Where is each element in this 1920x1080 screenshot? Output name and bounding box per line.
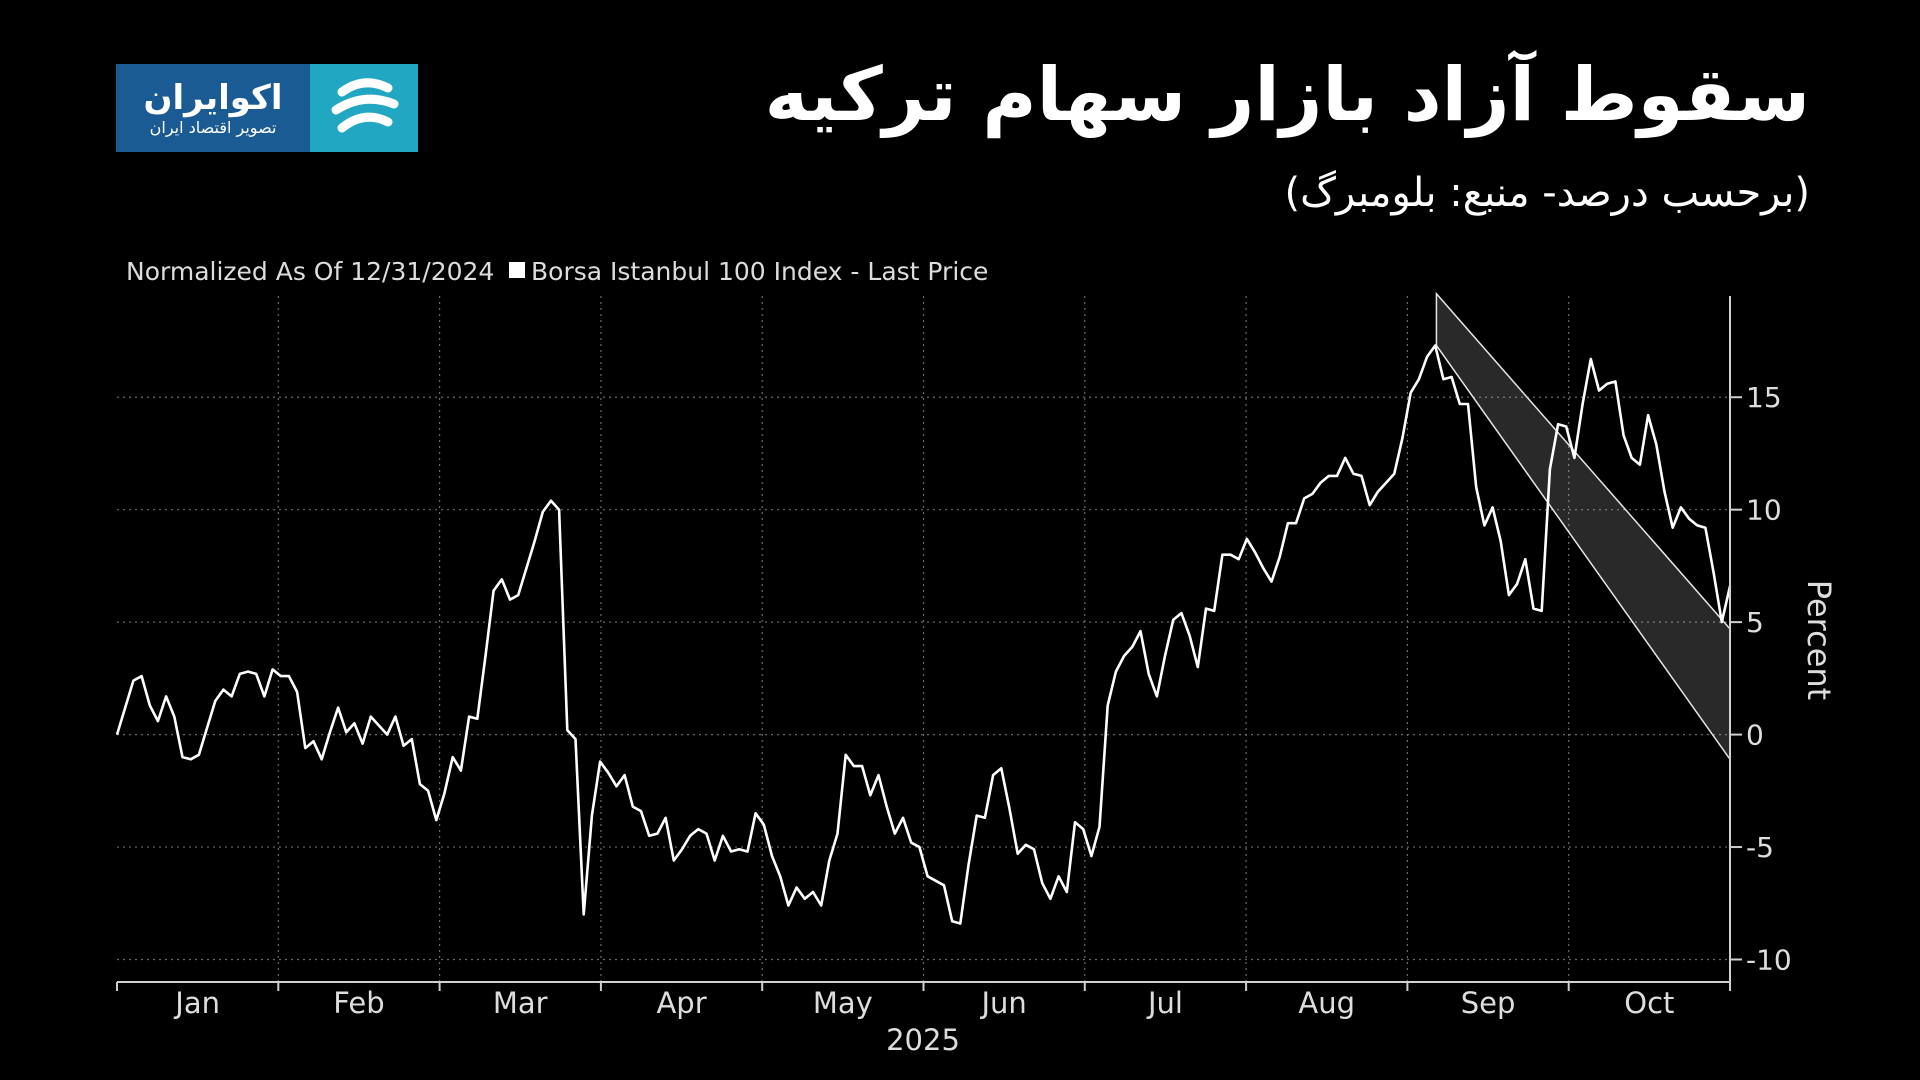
legend-swatch bbox=[509, 262, 525, 278]
logo-text-block: اکوایران تصویر اقتصاد ایران bbox=[116, 64, 310, 152]
downtrend-channel bbox=[1435, 291, 1731, 762]
x-tick-label: Mar bbox=[493, 986, 548, 1020]
logo-name: اکوایران bbox=[143, 78, 283, 118]
x-tick-label: Jun bbox=[979, 986, 1026, 1020]
x-tick-label: Feb bbox=[333, 986, 384, 1020]
series-line bbox=[115, 344, 1732, 925]
logo-tagline: تصویر اقتصاد ایران bbox=[149, 118, 277, 137]
x-tick-label: Sep bbox=[1461, 986, 1516, 1020]
x-axis-year-label: 2025 bbox=[886, 1023, 960, 1057]
y-tick-label: -10 bbox=[1746, 944, 1792, 977]
y-tick-label: 15 bbox=[1746, 381, 1782, 414]
y-axis-label: Percent bbox=[1800, 580, 1838, 700]
x-tick-labels: Jan Feb Mar Apr May Jun Jul Aug Sep Oct bbox=[173, 986, 1674, 1020]
chart-axes bbox=[116, 296, 1742, 991]
y-tick-labels: 15 10 5 0 -5 -10 bbox=[1746, 381, 1792, 976]
chart-title: Normalized As Of 12/31/2024 bbox=[126, 257, 494, 286]
page-title: سقوط آزاد بازار سهام ترکیه bbox=[764, 52, 1810, 138]
page-subtitle: (برحسب درصد- منبع: بلومبرگ) bbox=[1284, 170, 1810, 216]
x-tick-label: Jul bbox=[1146, 986, 1183, 1020]
x-tick-label: Apr bbox=[656, 986, 706, 1020]
y-tick-label: 5 bbox=[1746, 606, 1764, 639]
y-tick-label: 10 bbox=[1746, 494, 1782, 527]
x-tick-label: Aug bbox=[1298, 986, 1355, 1020]
legend-label: Borsa Istanbul 100 Index - Last Price bbox=[531, 257, 988, 286]
y-tick-label: -5 bbox=[1746, 831, 1774, 864]
x-tick-label: Oct bbox=[1624, 986, 1674, 1020]
ekoiran-logo-icon bbox=[310, 64, 418, 152]
y-tick-label: 0 bbox=[1746, 719, 1764, 752]
brand-logo: اکوایران تصویر اقتصاد ایران bbox=[116, 64, 418, 152]
x-tick-label: Jan bbox=[173, 986, 220, 1020]
x-tick-label: May bbox=[813, 986, 873, 1020]
